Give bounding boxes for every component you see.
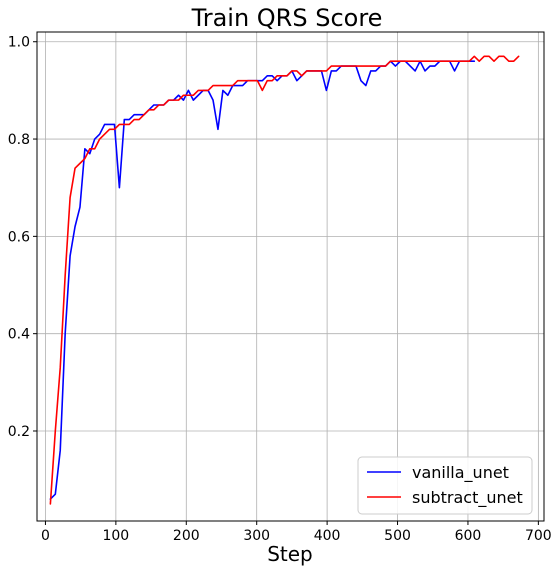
legend-label-vanilla-unet: vanilla_unet [412, 463, 509, 483]
plot-frame [36, 31, 545, 522]
legend-box [357, 456, 533, 515]
y-tick-label: 0.8 [8, 132, 30, 148]
y-tick-label: 1.0 [8, 35, 30, 51]
x-tick-label: 0 [41, 528, 50, 544]
series-line-vanilla-unet [49, 60, 476, 500]
x-tick-label: 300 [243, 528, 270, 544]
axis-ticks: 0 100 200 300 400 500 600 700 0.2 0.4 0.6 0.8 1.0 [8, 35, 552, 544]
chart-title: Train QRS Score [191, 4, 383, 32]
y-tick-label: 0.2 [8, 424, 30, 440]
series-line-subtract-unet [49, 55, 520, 505]
x-tick-label: 500 [384, 528, 411, 544]
series-layer [49, 55, 520, 505]
x-tick-label: 200 [173, 528, 200, 544]
x-tick-label: 400 [314, 528, 341, 544]
y-tick-label: 0.6 [8, 229, 30, 245]
x-axis-title: Step [267, 542, 313, 566]
x-tick-label: 100 [102, 528, 129, 544]
x-tick-label: 700 [525, 528, 552, 544]
gridlines [37, 32, 544, 521]
y-tick-label: 0.4 [8, 327, 30, 343]
legend-label-subtract-unet: subtract_unet [412, 488, 523, 508]
x-tick-label: 600 [455, 528, 482, 544]
legend: vanilla_unet subtract_unet [357, 456, 533, 515]
